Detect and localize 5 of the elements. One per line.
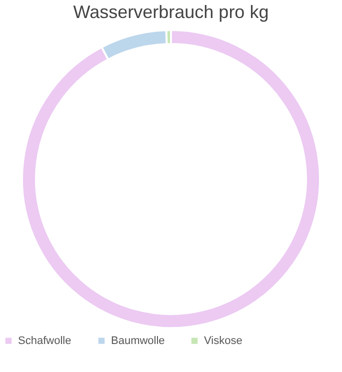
chart-title: Wasserverbrauch pro kg <box>73 2 269 22</box>
donut-slice <box>21 29 321 329</box>
legend-label: Baumwolle <box>111 334 165 347</box>
legend-label: Schafwolle <box>18 334 72 347</box>
legend-label: Viskose <box>204 334 242 347</box>
